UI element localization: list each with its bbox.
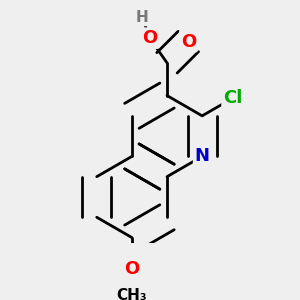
Text: O: O — [181, 32, 196, 50]
Text: Cl: Cl — [223, 89, 242, 107]
Text: CH₃: CH₃ — [117, 288, 147, 300]
Text: O: O — [142, 29, 158, 47]
Text: N: N — [195, 147, 210, 165]
Text: O: O — [124, 260, 140, 278]
Text: H: H — [136, 10, 148, 25]
